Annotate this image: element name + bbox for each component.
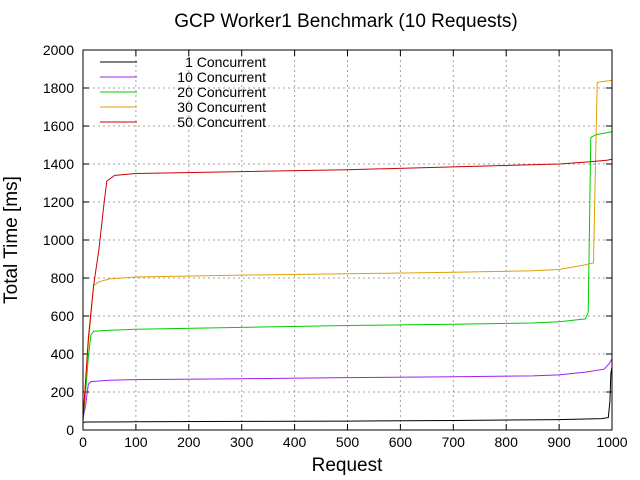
legend-label: 20 Concurrent (177, 84, 266, 100)
legend-label: 10 Concurrent (177, 69, 266, 85)
legend-item: 20 Concurrent (100, 84, 266, 100)
y-tick-label: 2000 (43, 42, 74, 58)
x-tick-label: 600 (389, 434, 413, 450)
legend-label: 1 Concurrent (185, 54, 266, 70)
x-tick-label: 400 (283, 434, 307, 450)
chart-title: GCP Worker1 Benchmark (10 Requests) (174, 11, 518, 32)
series-line (82, 158, 613, 421)
legend-label: 30 Concurrent (177, 99, 266, 115)
x-tick-label: 300 (230, 434, 254, 450)
y-tick-label: 600 (51, 308, 75, 324)
series-line (82, 79, 613, 419)
y-tick-label: 1600 (43, 118, 74, 134)
legend-item: 50 Concurrent (100, 114, 266, 130)
y-axis-label: Total Time [ms] (1, 176, 22, 304)
legend-item: 30 Concurrent (100, 99, 266, 115)
series-line (82, 131, 613, 421)
x-tick-label: 100 (124, 434, 148, 450)
x-tick-label: 500 (336, 434, 360, 450)
legend-label: 50 Concurrent (177, 114, 266, 130)
x-tick-label: 700 (442, 434, 466, 450)
y-tick-label: 0 (66, 422, 74, 438)
y-tick-label: 1000 (43, 232, 74, 248)
y-tick-label: 1400 (43, 156, 74, 172)
x-axis-label: Request (312, 455, 383, 476)
x-tick-label: 800 (495, 434, 519, 450)
y-tick-label: 200 (51, 384, 75, 400)
axis-ticks: 0 100 200 300 400 500 600 700 800 900 1000 0 200 400 6… (43, 42, 628, 450)
series-line (82, 358, 613, 419)
series-line (82, 367, 613, 423)
legend-item: 10 Concurrent (100, 69, 266, 85)
y-tick-label: 1200 (43, 194, 74, 210)
x-tick-label: 200 (177, 434, 201, 450)
series-lines (82, 79, 613, 423)
y-tick-label: 400 (51, 346, 75, 362)
legend-item: 1 Concurrent (100, 54, 266, 70)
x-tick-label: 1000 (596, 434, 627, 450)
x-tick-label: 0 (79, 434, 87, 450)
y-tick-label: 1800 (43, 80, 74, 96)
y-tick-label: 800 (51, 270, 75, 286)
grid-lines (83, 50, 612, 430)
x-tick-label: 900 (547, 434, 571, 450)
plot-frame (82, 49, 613, 431)
